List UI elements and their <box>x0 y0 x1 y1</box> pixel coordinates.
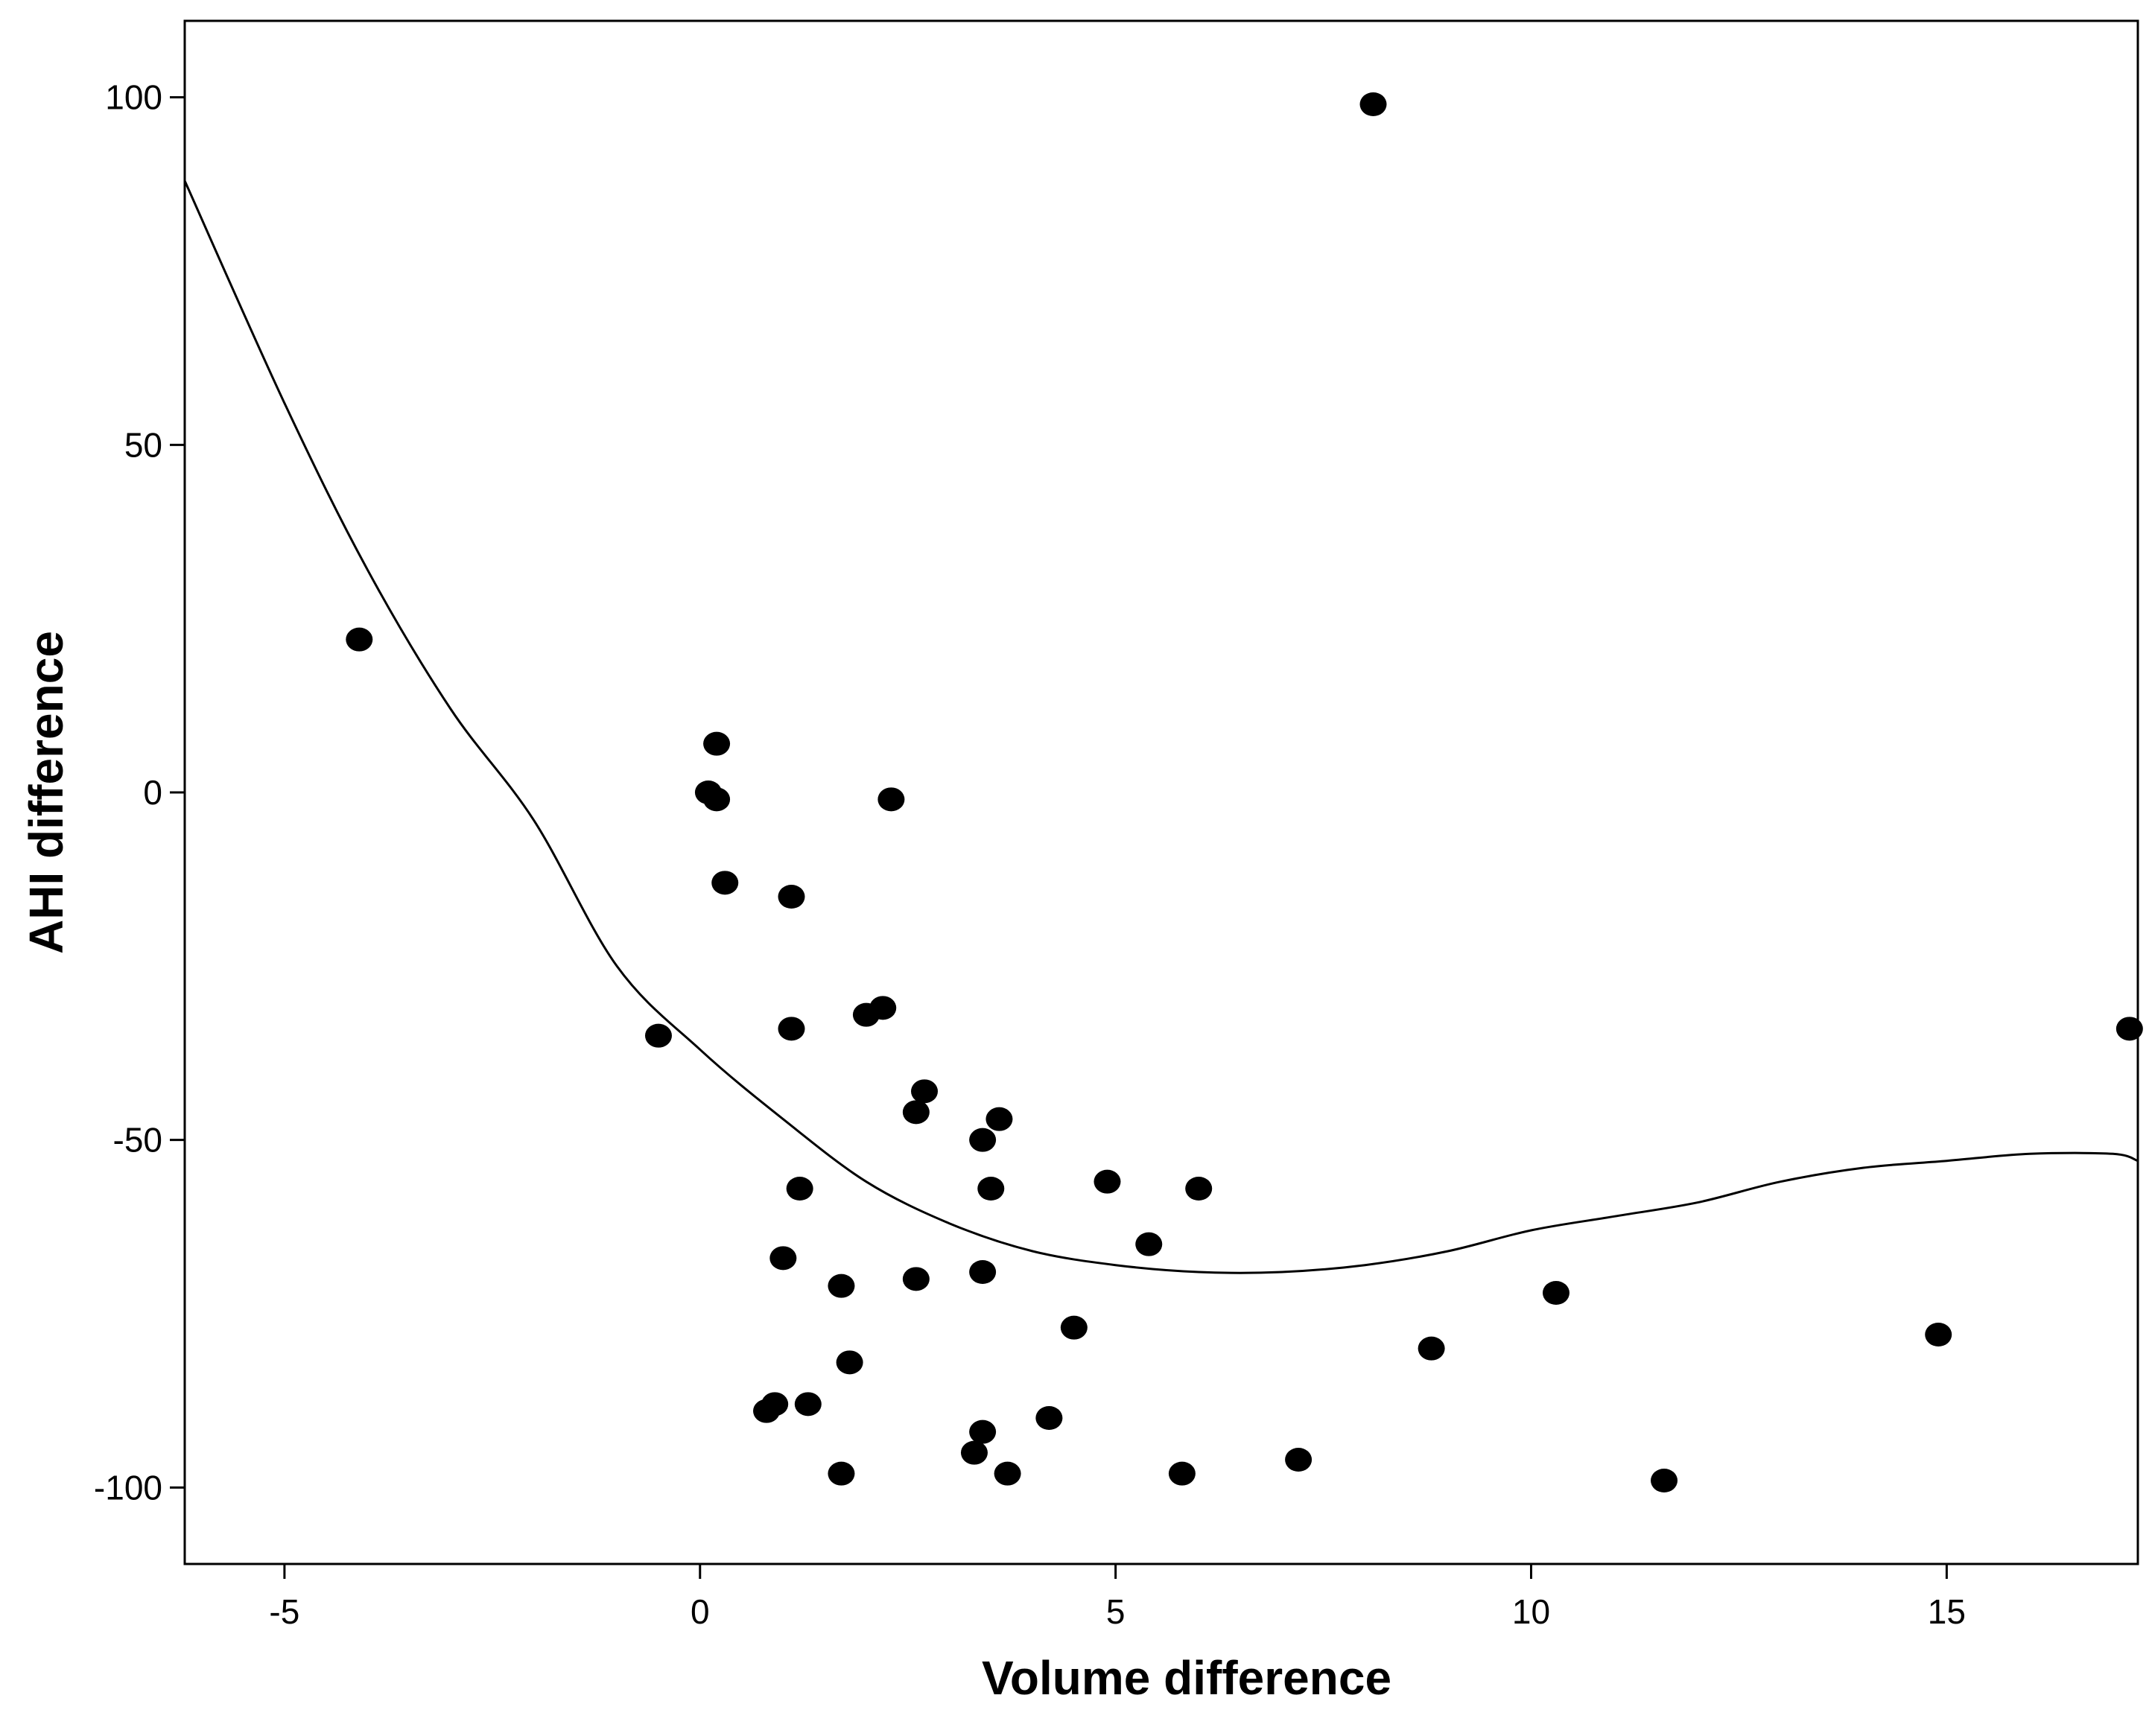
data-point <box>828 1461 855 1486</box>
x-axis: -5 0 5 10 15 <box>269 1564 1966 1631</box>
data-point <box>836 1350 863 1375</box>
data-point <box>778 1017 805 1041</box>
data-point <box>985 1107 1013 1131</box>
y-tick-label: -100 <box>94 1468 162 1507</box>
data-point <box>969 1419 997 1444</box>
data-point <box>778 885 805 909</box>
y-tick-label: 0 <box>143 773 162 812</box>
data-point <box>994 1461 1021 1486</box>
data-point <box>711 871 739 895</box>
x-tick-label: 15 <box>1928 1592 1966 1631</box>
data-point <box>1168 1461 1196 1486</box>
data-point <box>1185 1177 1213 1201</box>
data-point <box>1651 1469 1678 1492</box>
data-point <box>703 731 731 756</box>
data-point <box>1418 1336 1445 1361</box>
data-point <box>346 627 373 652</box>
x-tick-label: -5 <box>269 1592 299 1631</box>
data-point <box>761 1392 789 1417</box>
data-point <box>1542 1281 1569 1305</box>
data-point <box>828 1274 855 1298</box>
data-point <box>877 787 905 812</box>
x-tick-label: 5 <box>1106 1592 1126 1631</box>
fit-line <box>183 180 2139 1274</box>
data-point <box>703 787 731 812</box>
data-point <box>644 1023 672 1048</box>
y-tick-label: 50 <box>124 425 162 464</box>
data-point <box>794 1392 822 1417</box>
y-axis-title: AHI difference <box>19 631 73 954</box>
data-point <box>902 1267 930 1291</box>
y-tick-label: -50 <box>113 1121 162 1160</box>
data-point <box>1094 1169 1121 1194</box>
data-points <box>346 92 2143 1492</box>
data-point <box>969 1260 997 1284</box>
data-point <box>911 1079 939 1104</box>
x-axis-title: Volume difference <box>982 1651 1391 1705</box>
x-tick-label: 10 <box>1512 1592 1550 1631</box>
data-point <box>1035 1406 1063 1430</box>
y-tick-label: 100 <box>105 78 162 117</box>
data-point <box>1060 1315 1088 1340</box>
plot-area <box>183 19 2139 1565</box>
data-point <box>786 1177 813 1201</box>
data-point <box>969 1128 997 1152</box>
y-axis: 100 50 0 -50 -100 <box>94 78 185 1507</box>
data-point <box>1135 1232 1163 1256</box>
data-point <box>769 1246 797 1271</box>
data-point <box>1285 1448 1313 1472</box>
data-point <box>960 1440 988 1465</box>
data-point <box>977 1177 1005 1201</box>
data-point <box>902 1100 930 1125</box>
data-point <box>869 996 897 1020</box>
data-point <box>2116 1017 2143 1041</box>
x-tick-label: 0 <box>691 1592 710 1631</box>
data-point <box>1359 92 1387 116</box>
data-point <box>1925 1323 1952 1346</box>
